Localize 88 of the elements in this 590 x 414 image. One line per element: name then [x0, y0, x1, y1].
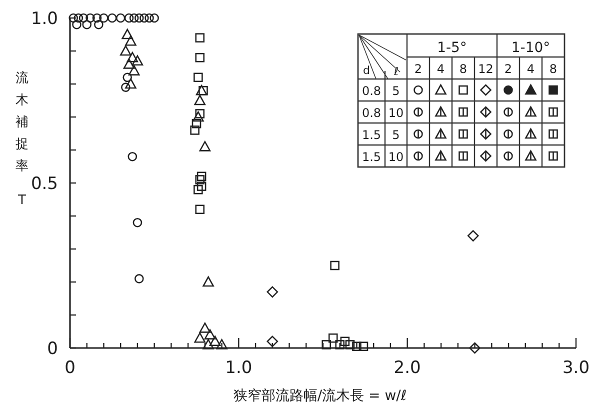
- point: [192, 111, 204, 122]
- point: [194, 184, 203, 194]
- point: [196, 84, 208, 96]
- point: [195, 52, 205, 62]
- point: [199, 141, 211, 152]
- point: [202, 276, 214, 287]
- point: [322, 340, 332, 350]
- x-axis-title: 狭窄部流路幅/流木長 = w/ℓ: [233, 388, 407, 404]
- x-tick-label: 3.0: [562, 358, 590, 378]
- point: [122, 28, 133, 40]
- point: [352, 342, 362, 351]
- category-label: 10: [388, 150, 404, 164]
- point: [192, 118, 202, 128]
- category-label: 1.5: [362, 128, 382, 142]
- category-label: 12: [478, 62, 494, 76]
- point: [194, 94, 206, 106]
- point: [202, 339, 214, 350]
- point: [134, 274, 144, 284]
- point: [266, 336, 278, 348]
- category-label: 4: [526, 62, 535, 76]
- point: [335, 340, 345, 350]
- annotation: 1-5°: [437, 40, 467, 56]
- point: [72, 20, 82, 30]
- category-label: 0.8: [362, 106, 382, 120]
- category-label: 10: [388, 106, 404, 120]
- point: [195, 33, 205, 42]
- point: [196, 172, 206, 182]
- point: [124, 13, 134, 23]
- point: [198, 86, 208, 96]
- category-label: 8: [459, 62, 468, 76]
- point: [128, 152, 138, 162]
- category-label: 2: [414, 62, 422, 76]
- category-label: 4: [436, 62, 445, 76]
- annotation: d: [363, 64, 370, 77]
- annotation: 1-10°: [511, 40, 550, 56]
- point: [121, 82, 130, 92]
- point: [120, 45, 132, 56]
- point: [128, 65, 140, 76]
- point: [122, 72, 132, 82]
- x-tick-label: 1.0: [225, 358, 252, 378]
- point: [340, 336, 350, 346]
- point: [82, 20, 92, 30]
- x-tick-label: 0: [64, 358, 76, 378]
- category-label: 0.8: [362, 84, 382, 98]
- point: [195, 204, 205, 214]
- x-tick-label: 2.0: [394, 358, 421, 378]
- point: [108, 13, 117, 23]
- point: [209, 336, 221, 346]
- point: [126, 52, 138, 62]
- point: [116, 13, 126, 23]
- point: [345, 340, 355, 350]
- y-tick-label: 1.0: [30, 9, 58, 29]
- point: [194, 332, 206, 343]
- annotation: ℓ: [393, 65, 399, 78]
- point: [195, 109, 205, 118]
- point: [132, 218, 142, 228]
- point: [194, 72, 203, 82]
- category-label: 5: [392, 84, 400, 98]
- point: [330, 260, 340, 270]
- point: [132, 55, 144, 66]
- point: [467, 230, 479, 242]
- category-label: 5: [392, 128, 400, 142]
- point: [94, 20, 104, 30]
- point: [144, 13, 154, 23]
- point: [196, 182, 206, 191]
- point: [125, 78, 136, 89]
- point: [190, 126, 200, 135]
- point: [266, 286, 278, 298]
- y-tick-label: 0.5: [30, 174, 58, 194]
- point: [358, 342, 368, 351]
- category-label: 2: [504, 62, 512, 76]
- point: [140, 13, 149, 23]
- point: [199, 322, 211, 333]
- point: [129, 13, 139, 23]
- point: [195, 175, 205, 184]
- point: [328, 333, 338, 343]
- point: [469, 342, 480, 354]
- category-label: 8: [549, 62, 558, 76]
- point: [99, 13, 108, 23]
- point: [134, 13, 144, 23]
- point: [125, 35, 136, 46]
- point: [216, 339, 228, 350]
- text: 流木補捉率 T: [16, 71, 28, 208]
- point: [123, 58, 135, 69]
- point: [204, 329, 216, 340]
- y-tick-label: 0: [47, 339, 58, 359]
- category-label: 1.5: [362, 150, 382, 164]
- point: [150, 13, 159, 23]
